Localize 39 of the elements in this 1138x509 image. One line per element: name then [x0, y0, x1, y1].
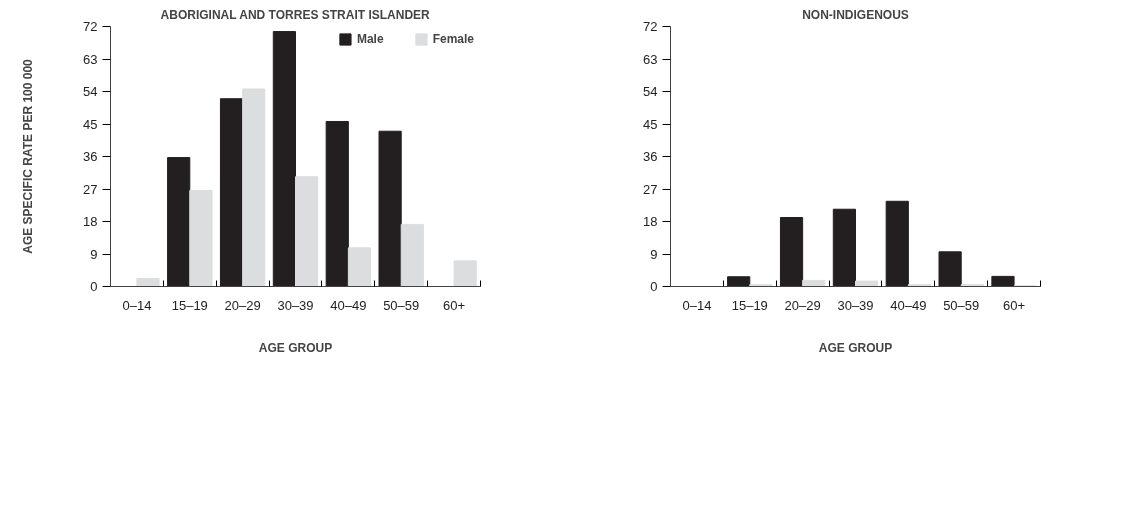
x-tick-label: 20–29: [784, 297, 821, 313]
y-tick-label: 0: [650, 279, 658, 294]
y-tick-label: 63: [83, 51, 98, 67]
x-tick-label: 0–14: [122, 297, 152, 313]
x-tick-label: 40–49: [330, 297, 367, 313]
x-tick-label: 30–39: [277, 297, 314, 313]
y-tick-label: 54: [643, 84, 658, 99]
x-tick-label: 40–49: [890, 297, 927, 313]
y-tick-label: 9: [90, 246, 98, 262]
x-tick-label: 50–59: [943, 297, 980, 313]
y-tick-label: 36: [83, 149, 98, 164]
x-tick-label: 30–39: [837, 297, 874, 313]
y-tick-label: 27: [83, 181, 98, 197]
x-tick-label: 0–14: [682, 297, 712, 313]
y-tick-label: 45: [83, 116, 98, 132]
legend-label: Male: [356, 32, 384, 46]
y-tick-label: 18: [83, 214, 98, 229]
y-tick-label: 72: [643, 19, 658, 34]
x-tick-label: 15–19: [171, 297, 208, 313]
y-tick-label: 36: [643, 149, 658, 164]
y-tick-label: 45: [643, 116, 658, 132]
x-tick-label: 60+: [1003, 297, 1026, 313]
y-tick-label: 72: [83, 19, 98, 34]
y-tick-label: 9: [650, 246, 658, 262]
chart-title: NON-INDIGENOUS: [802, 7, 909, 22]
y-axis-title: AGE SPECIFIC RATE PER 100 000: [21, 58, 36, 254]
y-tick-label: 54: [83, 84, 98, 99]
x-tick-label: 15–19: [731, 297, 768, 313]
x-tick-label: 60+: [443, 297, 466, 313]
x-tick-label: 50–59: [383, 297, 420, 313]
chart-title: ABORIGINAL AND TORRES STRAIT ISLANDER: [160, 7, 431, 22]
x-tick-label: 20–29: [224, 297, 261, 313]
y-tick-label: 27: [643, 181, 658, 197]
y-tick-label: 0: [90, 279, 98, 294]
legend-label: Female: [432, 32, 474, 46]
y-tick-label: 18: [643, 214, 658, 229]
x-axis-title: AGE GROUP: [818, 340, 893, 355]
x-axis-title: AGE GROUP: [258, 340, 333, 355]
y-tick-label: 63: [643, 51, 658, 67]
